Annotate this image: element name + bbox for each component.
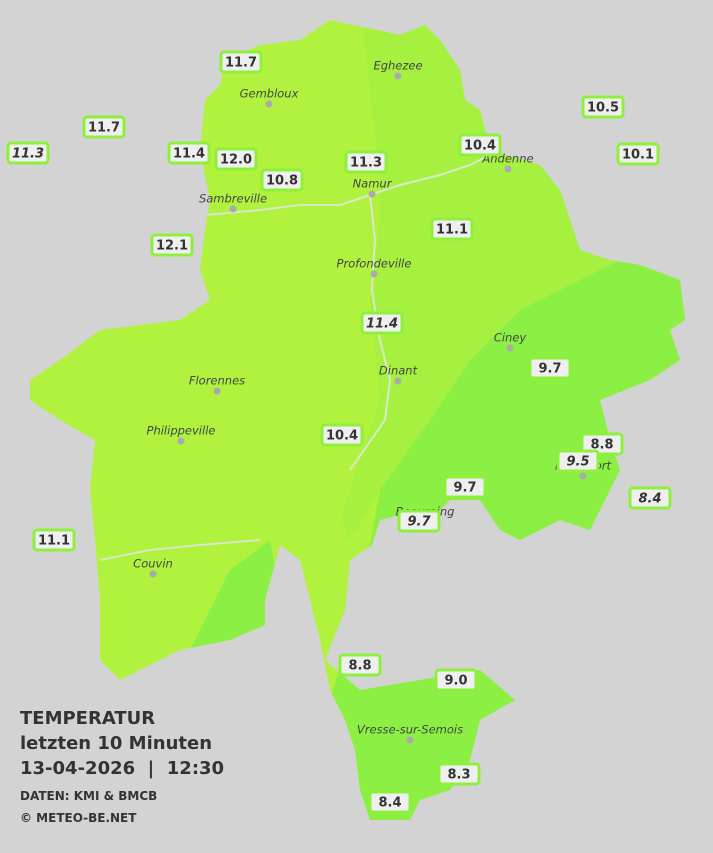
station-box: [32, 528, 76, 552]
station-box: [338, 653, 382, 677]
station-box: [6, 141, 50, 165]
station-box: [214, 147, 258, 171]
town-dot: [394, 72, 402, 80]
station-box: [616, 142, 660, 166]
station-value: 9.7: [538, 362, 561, 377]
town-label: Dinant: [379, 364, 418, 378]
station-box: [458, 133, 502, 157]
station-box: [150, 233, 194, 257]
legend-datetime: 13-04-2026 | 12:30: [20, 758, 224, 779]
station-value: 12.0: [220, 153, 252, 168]
legend-copyright: © METEO-BE.NET: [20, 811, 137, 825]
station-box: [82, 115, 126, 139]
town-dot: [406, 736, 414, 744]
station-value: 10.1: [622, 148, 654, 163]
station-box: [397, 509, 441, 533]
town-dot: [213, 387, 221, 395]
station-value: 11.1: [38, 534, 70, 549]
station-value: 8.4: [638, 492, 661, 507]
town-label: Florennes: [189, 374, 245, 388]
station-box: [167, 141, 211, 165]
station-box: [368, 790, 412, 814]
station-value: 9.7: [453, 481, 476, 496]
legend-source: DATEN: KMI & BMCB: [20, 789, 157, 803]
station-value: 8.3: [447, 768, 470, 783]
station-value: 10.4: [326, 429, 358, 444]
station-value: 10.5: [587, 101, 619, 116]
town-label: Gembloux: [240, 87, 299, 101]
station-value: 10.4: [464, 139, 496, 154]
town-dot: [370, 270, 378, 278]
town-dot: [177, 437, 185, 445]
legend-title: TEMPERATUR: [20, 708, 155, 729]
station-box: [628, 486, 672, 510]
station-value: 9.0: [444, 674, 467, 689]
river: [349, 194, 392, 471]
station-box: [219, 50, 263, 74]
station-value: 12.1: [156, 239, 188, 254]
station-value: 11.4: [173, 147, 205, 162]
station-box: [528, 356, 572, 380]
station-value: 11.7: [88, 121, 120, 136]
town-label: Philippeville: [147, 424, 216, 438]
legend-period: letzten 10 Minuten: [20, 733, 212, 754]
town-label: Profondeville: [337, 257, 412, 271]
town-dot: [506, 344, 514, 352]
station-box: [443, 475, 487, 499]
town-dot: [149, 570, 157, 578]
town-dot: [265, 100, 273, 108]
station-box: [430, 217, 474, 241]
station-value: 8.4: [378, 796, 401, 811]
station-box: [556, 449, 600, 473]
station-box: [580, 432, 624, 456]
station-value: 11.1: [436, 223, 468, 238]
town-label: Eghezee: [373, 59, 422, 73]
river: [99, 539, 261, 561]
station-value: 11.7: [225, 56, 257, 71]
town-dot: [229, 205, 237, 213]
station-value: 8.8: [348, 659, 371, 674]
station-box: [260, 168, 304, 192]
station-value: 10.8: [266, 174, 298, 189]
station-box: [360, 311, 404, 335]
town-dot: [394, 377, 402, 385]
station-value: 8.8: [590, 438, 613, 453]
station-box: [434, 668, 478, 692]
station-value: 9.7: [407, 515, 431, 530]
town-label: Vresse-sur-Semois: [357, 723, 463, 737]
station-value: 11.3: [12, 147, 44, 162]
station-box: [344, 150, 388, 174]
station-box: [320, 423, 364, 447]
town-label: Couvin: [133, 557, 173, 571]
station-box: [437, 762, 481, 786]
town-dot: [368, 190, 376, 198]
station-value: 11.4: [366, 317, 398, 332]
town-dot: [579, 472, 587, 480]
station-value: 9.5: [566, 455, 589, 470]
town-label: Ciney: [494, 331, 527, 345]
town-dot: [504, 165, 512, 173]
town-label: Namur: [353, 177, 393, 191]
town-label: Sambreville: [199, 192, 267, 206]
station-box: [581, 95, 625, 119]
station-value: 11.3: [350, 156, 382, 171]
